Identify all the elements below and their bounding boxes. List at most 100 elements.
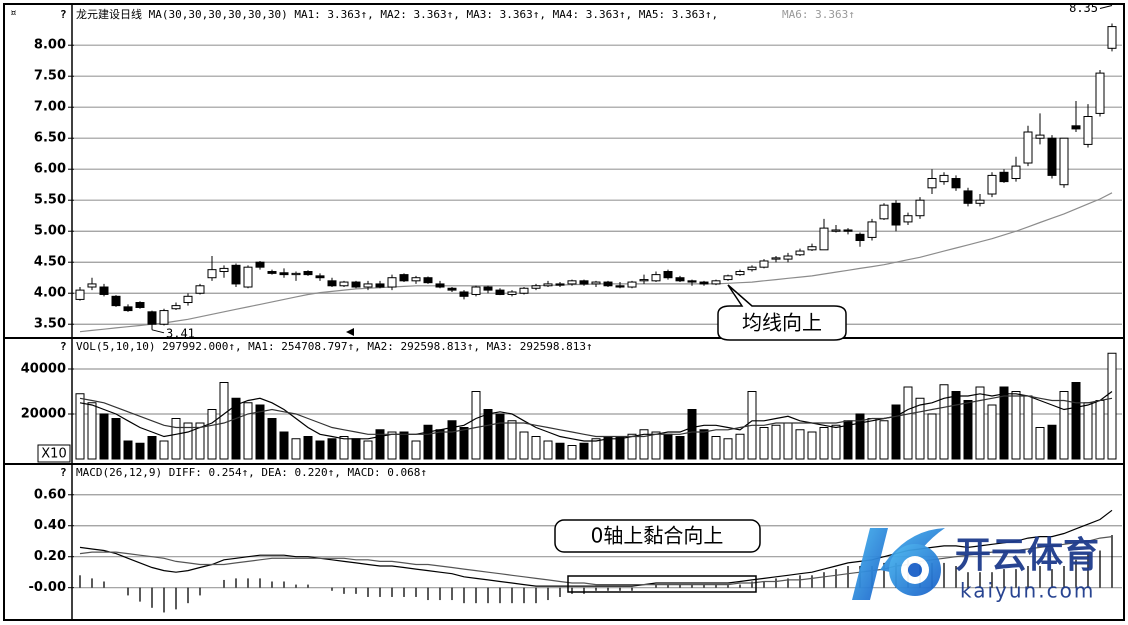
help-icon[interactable]: ?	[60, 466, 67, 479]
volume-bar	[351, 438, 361, 460]
menu-icon[interactable]: ¤	[10, 6, 17, 19]
volume-bar	[375, 429, 385, 460]
candle-body	[1047, 137, 1057, 176]
help-icon[interactable]: ?	[60, 340, 67, 353]
candle-body	[711, 280, 721, 285]
candle-body	[471, 286, 481, 295]
volume-bar	[567, 445, 577, 460]
candle-body	[123, 306, 133, 312]
volume-bar	[303, 436, 313, 460]
volume-bar	[483, 409, 493, 460]
help-icon[interactable]: ?	[60, 8, 67, 21]
candle-body	[459, 291, 469, 297]
candle-body	[327, 280, 337, 287]
candle-body	[447, 287, 457, 291]
volume-bar	[639, 429, 649, 460]
macd-header: MACD(26,12,9) DIFF: 0.254↑, DEA: 0.220↑,…	[76, 466, 427, 479]
candle-body	[951, 178, 961, 189]
volume-bar	[363, 440, 373, 460]
candle-body	[807, 246, 817, 251]
y-tick-label: 20000	[21, 407, 66, 422]
volume-bar	[195, 422, 205, 460]
volume-bar	[471, 391, 481, 460]
candle-body	[387, 277, 397, 288]
volume-bar	[843, 420, 853, 460]
callout	[554, 519, 761, 553]
volume-bar	[255, 404, 265, 460]
watermark-logo	[852, 528, 888, 600]
price-header-dim: MA6: 3.363↑	[782, 8, 855, 21]
candle-body	[591, 281, 601, 285]
candle-body	[879, 204, 889, 220]
candle-body	[735, 271, 745, 276]
y-tick-label: 6.00	[34, 162, 66, 177]
candle-body	[783, 255, 793, 260]
y-tick-label: 7.00	[34, 100, 66, 115]
candle-body	[1095, 72, 1105, 114]
candle-body	[903, 215, 913, 223]
candle-body	[567, 280, 577, 285]
volume-bar	[771, 424, 781, 460]
volume-bar	[495, 413, 505, 460]
volume-bar	[939, 384, 949, 460]
candle-body	[1023, 131, 1033, 164]
volume-bar	[687, 409, 697, 460]
volume-bar	[87, 402, 97, 460]
candle-body	[195, 285, 205, 294]
volume-bar	[1083, 402, 1093, 460]
volume-bar	[207, 409, 217, 460]
volume-bar	[795, 429, 805, 460]
candle-body	[435, 283, 445, 288]
volume-bar	[579, 442, 589, 460]
volume-bar	[507, 420, 517, 460]
candle-body	[927, 178, 937, 189]
candle-body	[759, 260, 769, 268]
y-tick-label: 8.00	[34, 38, 66, 53]
candle-body	[723, 275, 733, 281]
ma-line	[79, 395, 1113, 438]
volume-bar	[411, 440, 421, 460]
volume-bar	[315, 440, 325, 460]
volume-bar	[615, 436, 625, 460]
volume-bar	[1035, 427, 1045, 460]
y-tick-label: 5.00	[34, 224, 66, 239]
volume-bar	[243, 402, 253, 460]
candle-body	[999, 171, 1009, 183]
candle-body	[891, 202, 901, 226]
candle-body	[267, 271, 277, 274]
volume-bar	[135, 442, 145, 460]
y-tick-label: 4.50	[34, 255, 66, 270]
candle-body	[651, 274, 661, 282]
candle-body	[231, 264, 241, 285]
candle-body	[519, 287, 529, 294]
candle-body	[843, 229, 853, 232]
volume-bar	[279, 431, 289, 460]
volume-bar	[879, 420, 889, 460]
volume-bar	[267, 418, 277, 460]
volume-bar	[519, 431, 529, 460]
candle-body	[1011, 165, 1021, 180]
volume-bar	[75, 393, 85, 460]
candle-body	[663, 271, 673, 279]
volume-bar	[903, 386, 913, 460]
low-arrow	[151, 329, 165, 334]
highlight-box	[567, 575, 757, 593]
candle-body	[963, 190, 973, 204]
volume-bar	[291, 438, 301, 460]
candle-body	[687, 280, 697, 283]
volume-bar	[123, 440, 133, 460]
volume-bar	[423, 424, 433, 460]
y-tick-label: 4.00	[34, 286, 66, 301]
ma-line	[79, 509, 1113, 587]
candle-body	[495, 289, 505, 295]
candle-body	[939, 174, 949, 183]
volume-bar	[399, 431, 409, 460]
candle-body	[747, 266, 757, 271]
candle-body	[867, 221, 877, 238]
candle-body	[207, 269, 217, 279]
y-tick-label: 5.50	[34, 193, 66, 208]
candle-body	[147, 311, 157, 325]
volume-bar	[999, 386, 1009, 460]
candle-body	[279, 272, 289, 276]
candle-body	[243, 266, 253, 288]
